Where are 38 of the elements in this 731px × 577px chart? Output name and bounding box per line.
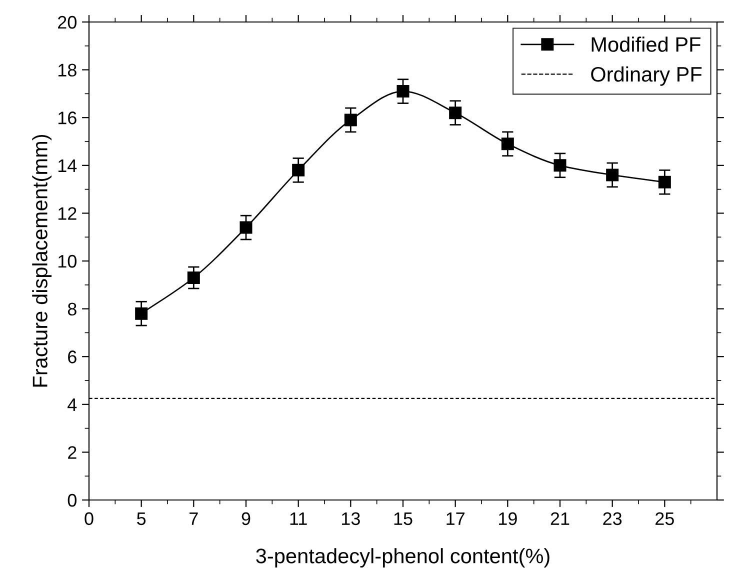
y-tick-label: 8 [68, 302, 76, 316]
point [658, 176, 671, 188]
x-tick-label: 25 [656, 512, 674, 526]
point [501, 138, 514, 150]
x-tick-label: 7 [190, 512, 198, 525]
y-tick-label: 18 [58, 64, 76, 77]
y-axis-title: Fracture displacement(mm) [32, 134, 52, 387]
point [396, 85, 410, 98]
y-tick-label: 4 [68, 398, 77, 411]
y-tick-label: 12 [58, 207, 76, 220]
y-tick-label: 10 [58, 254, 76, 268]
y-tick-label: 16 [58, 112, 76, 124]
y-tick-label: 2 [68, 446, 76, 459]
point [344, 114, 357, 126]
x-tick-label: 9 [242, 512, 250, 526]
y-tick-label: 0 [68, 494, 76, 507]
x-axis-title: 3-pentadecyl-phenol content(%) [256, 548, 550, 568]
x-tick-label: 0 [84, 512, 94, 526]
x-tick-label: 15 [394, 512, 412, 526]
x-tick-label: 19 [499, 512, 517, 526]
point [240, 221, 252, 234]
point [449, 106, 462, 120]
x-tick-label: 13 [342, 512, 360, 526]
x-tick-label: 23 [603, 512, 622, 526]
y-tick-label: 14 [58, 160, 77, 172]
x-tick-label: 17 [446, 512, 464, 525]
point [292, 164, 305, 176]
legend-label: Ordinary PF [591, 66, 702, 86]
legend-label: Modified PF [592, 36, 700, 52]
point [187, 271, 200, 284]
x-tick-label: 21 [550, 512, 570, 525]
point [606, 168, 619, 182]
y-tick-label: 6 [68, 350, 76, 364]
y-tick-label: 20 [58, 16, 76, 29]
point [135, 307, 148, 320]
x-tick-label: 5 [137, 512, 146, 526]
point [554, 159, 566, 172]
x-tick-label: 11 [290, 512, 307, 525]
